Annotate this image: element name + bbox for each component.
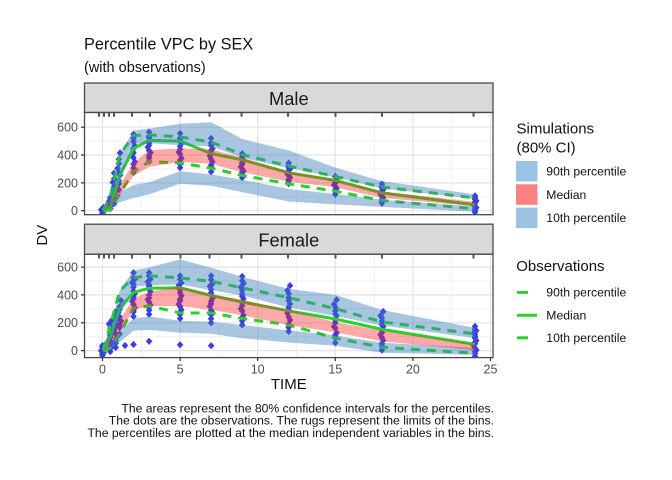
svg-text:The percentiles are plotted at: The percentiles are plotted at the media… [87, 426, 494, 440]
svg-text:10: 10 [251, 363, 265, 377]
svg-text:(with observations): (with observations) [84, 60, 206, 76]
svg-text:Male: Male [269, 88, 309, 109]
svg-text:200: 200 [57, 316, 78, 330]
svg-text:Median: Median [546, 309, 586, 323]
svg-text:5: 5 [177, 363, 184, 377]
svg-text:10th percentile: 10th percentile [546, 331, 626, 345]
svg-text:0: 0 [71, 344, 78, 358]
svg-text:Observations: Observations [516, 258, 604, 275]
svg-text:600: 600 [57, 261, 78, 275]
svg-text:400: 400 [57, 148, 78, 162]
svg-text:15: 15 [328, 363, 342, 377]
svg-text:0: 0 [99, 363, 106, 377]
svg-text:DV: DV [34, 225, 51, 246]
svg-text:400: 400 [57, 288, 78, 302]
svg-text:600: 600 [57, 121, 78, 135]
svg-text:10th percentile: 10th percentile [546, 211, 626, 225]
svg-text:The dots are the observations.: The dots are the observations. The rugs … [109, 414, 494, 428]
svg-text:90th percentile: 90th percentile [546, 286, 626, 300]
svg-text:Median: Median [546, 188, 586, 202]
svg-text:Female: Female [258, 229, 319, 250]
svg-text:TIME: TIME [271, 376, 307, 393]
svg-text:25: 25 [484, 363, 498, 377]
svg-text:90th percentile: 90th percentile [546, 165, 626, 179]
svg-text:Simulations: Simulations [517, 121, 595, 138]
svg-text:200: 200 [57, 176, 78, 190]
svg-text:The areas represent the 80% co: The areas represent the 80% confidence i… [121, 401, 494, 415]
svg-text:Percentile VPC by SEX: Percentile VPC by SEX [84, 36, 253, 54]
svg-text:20: 20 [406, 363, 420, 377]
svg-text:(80% CI): (80% CI) [517, 140, 576, 157]
svg-text:0: 0 [71, 204, 78, 218]
